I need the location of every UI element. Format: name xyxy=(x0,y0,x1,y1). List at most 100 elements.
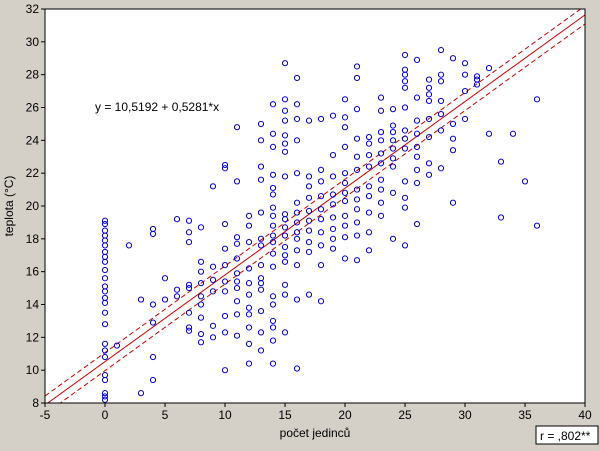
data-point xyxy=(425,133,433,141)
plot-area xyxy=(45,9,585,403)
data-point xyxy=(317,193,325,200)
data-point xyxy=(389,137,397,144)
data-point xyxy=(221,329,229,336)
data-point xyxy=(197,293,205,300)
data-point xyxy=(269,184,277,192)
data-point xyxy=(401,145,409,152)
data-point xyxy=(317,166,325,173)
data-point xyxy=(185,239,193,246)
data-point xyxy=(329,214,337,221)
data-point xyxy=(269,337,277,344)
data-point xyxy=(437,110,445,118)
stats-box xyxy=(535,425,599,445)
data-point xyxy=(425,115,433,123)
data-point xyxy=(497,158,505,165)
data-point xyxy=(377,94,385,101)
data-point xyxy=(269,317,277,325)
data-point xyxy=(125,242,133,249)
data-point xyxy=(197,330,205,338)
data-point xyxy=(101,248,109,256)
data-point xyxy=(137,390,145,397)
data-point xyxy=(257,347,265,354)
data-point xyxy=(353,135,361,142)
data-point xyxy=(161,275,169,282)
data-point xyxy=(305,239,313,246)
data-point xyxy=(101,220,109,228)
data-point xyxy=(185,284,193,292)
regression-layer xyxy=(45,9,585,403)
data-point xyxy=(149,301,157,308)
data-point xyxy=(365,133,373,141)
data-point xyxy=(221,288,229,295)
data-point xyxy=(401,78,409,85)
x-tick-label: 35 xyxy=(518,408,532,422)
data-point xyxy=(377,186,385,193)
data-point xyxy=(269,232,277,239)
data-point xyxy=(281,243,289,251)
data-point xyxy=(281,291,289,298)
data-point xyxy=(353,166,361,173)
y-tick-label: 30 xyxy=(26,35,40,49)
data-point xyxy=(197,258,205,265)
data-point xyxy=(281,96,289,103)
data-point xyxy=(377,150,385,157)
data-point xyxy=(341,170,349,177)
data-point xyxy=(281,107,289,114)
data-point xyxy=(449,135,457,142)
data-point xyxy=(209,276,217,283)
data-point xyxy=(437,165,445,172)
data-point xyxy=(437,97,445,105)
data-point xyxy=(221,262,229,269)
data-point xyxy=(245,340,253,347)
data-point xyxy=(365,247,373,254)
data-point xyxy=(305,291,313,298)
data-point xyxy=(437,46,445,54)
data-point xyxy=(221,367,229,374)
data-point xyxy=(365,209,373,216)
y-tick-label: 8 xyxy=(32,396,39,410)
data-point xyxy=(245,291,253,298)
data-point xyxy=(221,220,229,228)
data-point xyxy=(329,173,337,180)
data-point xyxy=(389,122,397,129)
data-point xyxy=(353,196,361,203)
x-tick-label: 0 xyxy=(102,408,109,422)
data-point xyxy=(473,73,481,80)
data-point xyxy=(425,84,433,91)
data-point xyxy=(293,247,301,254)
data-point xyxy=(281,60,289,67)
data-point xyxy=(101,275,109,282)
data-point xyxy=(269,263,277,270)
data-point xyxy=(365,183,373,190)
data-point xyxy=(305,173,313,180)
data-point xyxy=(341,255,349,262)
data-point xyxy=(233,240,241,247)
data-point xyxy=(257,262,265,269)
data-point xyxy=(101,266,109,274)
data-point xyxy=(233,178,241,185)
y-tick-label: 12 xyxy=(26,330,40,344)
data-point xyxy=(293,199,301,206)
data-point xyxy=(389,189,397,196)
data-point xyxy=(389,145,397,152)
data-point xyxy=(209,183,217,190)
regression-equation: y = 10,5192 + 0,5281*x xyxy=(95,100,219,114)
data-point xyxy=(341,197,349,205)
data-point xyxy=(101,390,109,397)
data-point xyxy=(329,191,337,198)
data-point xyxy=(245,304,253,311)
data-point xyxy=(293,262,301,269)
data-point xyxy=(269,250,277,257)
y-tick-label: 26 xyxy=(26,101,40,115)
data-point xyxy=(281,173,289,180)
data-point xyxy=(353,206,361,213)
data-point xyxy=(137,296,145,303)
data-point xyxy=(413,130,421,137)
data-point xyxy=(377,176,385,183)
data-point xyxy=(305,248,313,256)
data-point xyxy=(329,235,337,242)
x-tick-label: 20 xyxy=(338,408,352,422)
data-point xyxy=(233,255,241,262)
data-point xyxy=(485,65,493,72)
